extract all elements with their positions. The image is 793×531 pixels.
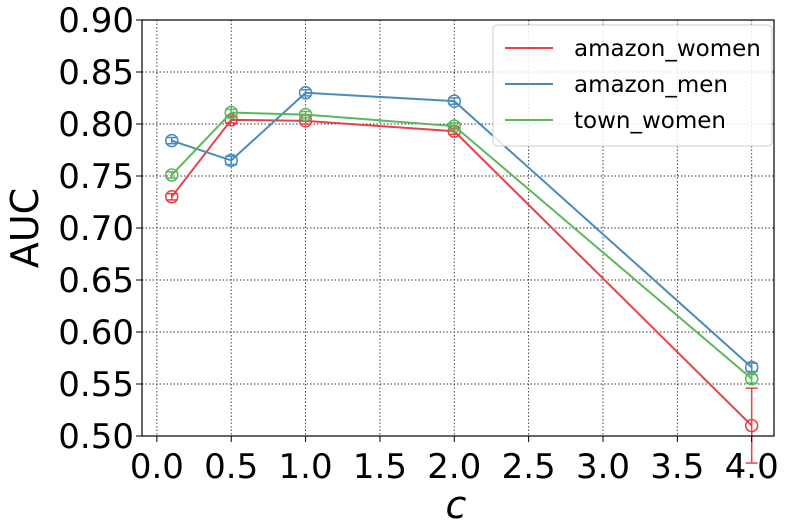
- data-point: [744, 418, 759, 433]
- x-tick-label: 2.0: [427, 447, 481, 487]
- legend-box: [492, 24, 773, 147]
- y-tick-label: 0.75: [58, 157, 134, 197]
- y-tick-label: 0.70: [58, 209, 134, 249]
- y-tick-label: 0.65: [58, 261, 134, 301]
- x-axis-label: c: [446, 483, 467, 527]
- data-point: [298, 86, 313, 100]
- grid-lines: [142, 19, 774, 437]
- data-point: [298, 107, 313, 122]
- x-tick-label: 1.5: [353, 447, 407, 487]
- legend-items: amazon_women amazon_men town_women: [505, 36, 761, 134]
- y-axis-label: AUC: [3, 188, 47, 268]
- y-axis: 0.50 0.55 0.60 0.65 0.70 0.75 0.80 0.85 0.90: [58, 1, 142, 457]
- x-tick-label: 3.0: [576, 447, 630, 487]
- y-tick-label: 0.60: [58, 313, 134, 353]
- x-tick-label: 3.5: [650, 447, 704, 487]
- y-tick-label: 0.50: [58, 417, 134, 457]
- data-point: [447, 94, 462, 108]
- data-point: [164, 133, 179, 148]
- y-tick-label: 0.55: [58, 365, 134, 405]
- legend-label: amazon_men: [574, 72, 728, 98]
- y-tick-label: 0.90: [58, 1, 134, 41]
- series-town_women: [164, 105, 759, 386]
- x-tick-label: 2.5: [502, 447, 556, 487]
- data-point: [164, 168, 179, 182]
- y-tick-label: 0.85: [58, 53, 134, 93]
- legend-label: town_women: [574, 108, 726, 134]
- data-point: [224, 153, 238, 168]
- x-tick-label: 4.0: [725, 447, 779, 487]
- series-layer: [164, 86, 759, 464]
- legend: amazon_women amazon_men town_women: [492, 24, 773, 147]
- data-point: [744, 372, 759, 386]
- x-tick-label: 0.0: [130, 447, 184, 487]
- data-point: [164, 190, 179, 204]
- y-tick-label: 0.80: [58, 105, 134, 145]
- data-point: [224, 105, 238, 120]
- x-axis: 0.0 0.5 1.0 1.5 2.0 2.5 3.0 3.5 4.0: [130, 436, 779, 487]
- x-tick-label: 1.0: [279, 447, 333, 487]
- legend-label: amazon_women: [574, 36, 761, 62]
- x-tick-label: 0.5: [204, 447, 258, 487]
- data-point: [447, 119, 462, 133]
